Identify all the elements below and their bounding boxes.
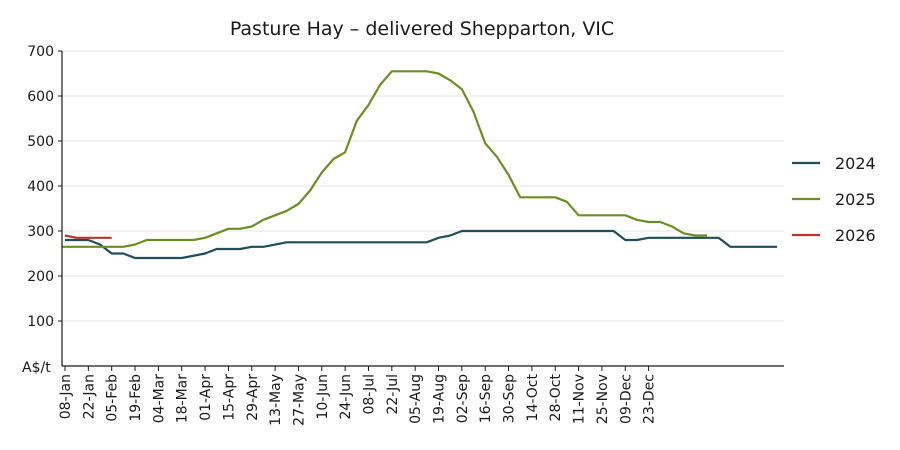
legend-label-2026: 2026: [835, 226, 876, 245]
x-tick-label: 16-Sep: [478, 374, 494, 423]
legend: 2024 2025 2026: [792, 154, 876, 245]
x-tick-label: 24-Jun: [338, 374, 354, 420]
series-line-2025: [61, 70, 707, 248]
y-tick-label: 500: [27, 134, 54, 150]
grid-lines: [62, 50, 784, 322]
x-tick-label: 14-Oct: [525, 373, 541, 421]
x-tick-label: 30-Sep: [502, 374, 518, 423]
y-tick-label: 700: [27, 44, 54, 60]
x-tick-label: 05-Feb: [105, 374, 121, 422]
x-tick-label: 22-Jul: [385, 374, 401, 415]
x-tick-label: 08-Jan: [58, 374, 74, 419]
x-tick-label: 05-Aug: [408, 374, 424, 424]
x-tick-label: 02-Sep: [455, 374, 471, 423]
x-tick-label: 10-Jun: [315, 374, 331, 420]
x-tick-label: 11-Nov: [572, 374, 588, 424]
y-tick-label: 400: [27, 179, 54, 195]
axes: [61, 51, 784, 367]
y-axis-unit-label: A$/t: [22, 360, 51, 376]
legend-label-2024: 2024: [835, 154, 876, 173]
series-line-2024: [65, 229, 777, 260]
x-tick-label: 25-Nov: [595, 374, 611, 424]
x-tick-label: 09-Dec: [618, 374, 634, 424]
y-tick-label: 300: [27, 224, 54, 240]
x-tick-label: 15-Apr: [221, 374, 237, 421]
x-tick-label: 19-Aug: [432, 374, 448, 424]
y-tick-label: 200: [27, 269, 54, 285]
legend-label-2025: 2025: [835, 190, 876, 209]
x-tick-label: 22-Jan: [81, 374, 97, 419]
x-tick-label: 08-Jul: [361, 374, 377, 415]
y-tick-label: 100: [27, 314, 54, 330]
x-tick-label: 23-Dec: [642, 374, 658, 424]
x-tick-label: 29-Apr: [245, 374, 261, 421]
x-tick-label: 18-Mar: [175, 374, 191, 424]
x-tick-label: 04-Mar: [151, 374, 167, 424]
chart-title: Pasture Hay – delivered Shepparton, VIC: [230, 18, 614, 40]
x-tick-label: 28-Oct: [548, 373, 564, 421]
x-axis-ticks: 08-Jan 22-Jan 05-Feb 19-Feb 04-Mar 18-Mar 01-A…: [58, 366, 658, 426]
x-tick-label: 19-Feb: [128, 374, 144, 422]
x-tick-label: 27-May: [291, 374, 307, 426]
x-tick-label: 13-May: [268, 374, 284, 426]
y-tick-label: 600: [27, 89, 54, 105]
series-lines: [61, 70, 777, 260]
x-tick-label: 01-Apr: [198, 374, 214, 421]
series-line-2026: [64, 234, 112, 239]
y-axis-ticks: 100 200 300 400 500 600 700: [27, 44, 62, 330]
